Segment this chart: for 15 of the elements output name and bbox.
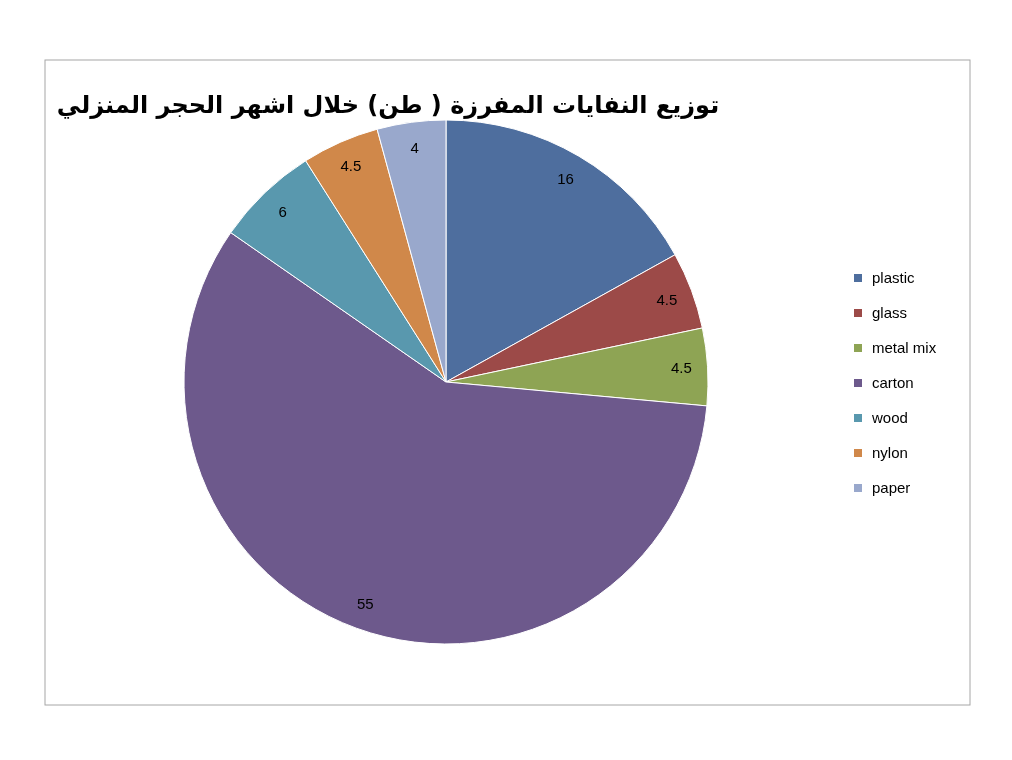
legend-label: metal mix bbox=[872, 339, 937, 356]
legend-label: nylon bbox=[872, 444, 908, 461]
legend-label: paper bbox=[872, 479, 911, 496]
data-label: 4.5 bbox=[340, 157, 362, 175]
legend-label: plastic bbox=[872, 269, 916, 286]
legend-label: carton bbox=[872, 374, 914, 391]
legend-label: glass bbox=[872, 304, 908, 321]
data-label: 55 bbox=[357, 594, 374, 612]
data-label: 4.5 bbox=[670, 359, 692, 377]
chart-title: توزيع النفايات المفرزة ( طن) خلال اشهر الحجر المنزلي bbox=[56, 91, 720, 119]
data-label: 4 bbox=[410, 139, 419, 157]
data-label: 16 bbox=[557, 169, 574, 187]
data-label: 6 bbox=[278, 202, 287, 220]
data-label: 4.5 bbox=[656, 290, 678, 308]
legend-label: wood bbox=[871, 409, 908, 426]
